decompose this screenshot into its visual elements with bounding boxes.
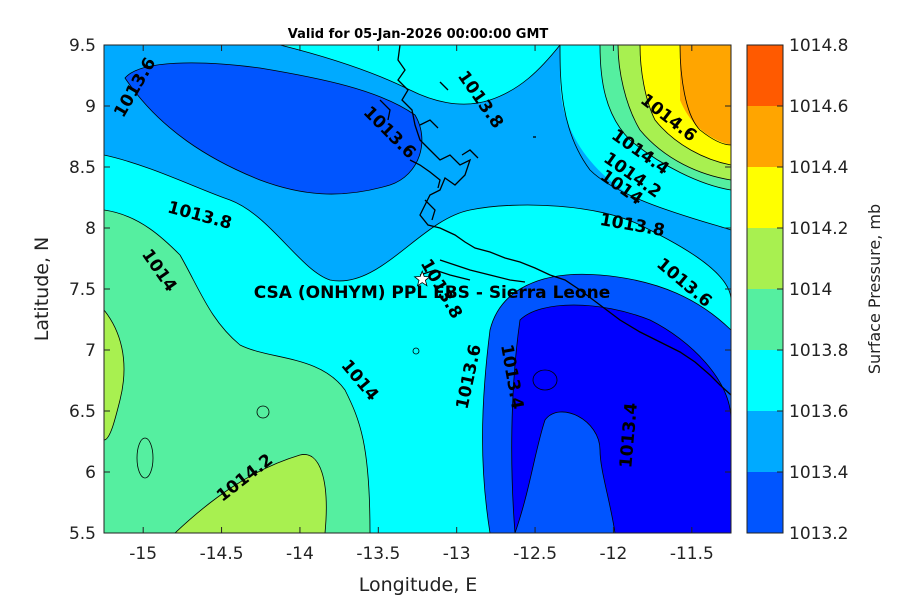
colorbar-tick-label: 1014.8 bbox=[789, 36, 848, 56]
colorbar-segment bbox=[747, 350, 783, 411]
y-tick-label: 6 bbox=[85, 463, 96, 483]
y-tick-label: 6.5 bbox=[69, 402, 96, 422]
y-tick-label: 7 bbox=[85, 341, 96, 361]
x-tick-label: -13 bbox=[443, 544, 471, 564]
colorbar-segment bbox=[747, 167, 783, 228]
y-tick-label: 9.5 bbox=[69, 36, 96, 56]
colorbar-segment bbox=[747, 411, 783, 472]
x-axis-label: Longitude, E bbox=[359, 574, 478, 596]
x-tick-label: -14 bbox=[286, 544, 314, 564]
x-tick-label: -13.5 bbox=[356, 544, 400, 564]
band-1014 bbox=[104, 210, 370, 533]
y-axis-label: Latitude, N bbox=[31, 237, 53, 342]
x-axis-ticks: -15 -14.5 -14 -13.5 -13 -12.5 -12 -11.5 bbox=[129, 45, 714, 564]
y-tick-label: 8.5 bbox=[69, 158, 96, 178]
colorbar-tick-label: 1014.4 bbox=[789, 158, 848, 178]
site-group: CSA (ONHYM) PPL EBS - Sierra Leone bbox=[254, 270, 611, 303]
colorbar-segment bbox=[747, 106, 783, 167]
colorbar: 1014.8 1014.6 1014.4 1014.2 1014 1013.8 1013.6… bbox=[746, 36, 848, 544]
band-1013-2 bbox=[511, 305, 731, 533]
colorbar-tick-label: 1013.8 bbox=[789, 341, 848, 361]
x-tick-label: -12 bbox=[600, 544, 628, 564]
plot-title: Valid for 05-Jan-2026 00:00:00 GMT bbox=[288, 27, 549, 42]
colorbar-segment bbox=[747, 45, 783, 106]
site-marker-star-icon[interactable] bbox=[413, 270, 431, 287]
colorbar-label: Surface Pressure, mb bbox=[865, 204, 884, 374]
y-tick-label: 5.5 bbox=[69, 524, 96, 544]
x-tick-label: -12.5 bbox=[513, 544, 557, 564]
colorbar-tick-label: 1013.4 bbox=[789, 463, 848, 483]
y-tick-label: 9 bbox=[85, 97, 96, 117]
x-tick-label: -14.5 bbox=[200, 544, 244, 564]
band-1013-4-top bbox=[125, 62, 422, 195]
colorbar-segment bbox=[747, 228, 783, 289]
band-1014-2-bottom bbox=[175, 454, 327, 533]
colorbar-tick-label: 1013.6 bbox=[789, 402, 848, 422]
band-1014-2 bbox=[104, 310, 125, 440]
band-1013-8-top bbox=[280, 45, 560, 105]
contour-lines bbox=[104, 45, 731, 533]
colorbar-tick-label: 1014 bbox=[789, 280, 832, 300]
y-tick-label: 7.5 bbox=[69, 280, 96, 300]
colorbar-tick-label: 1014.2 bbox=[789, 219, 848, 239]
colorbar-tick-label: 1014.6 bbox=[789, 97, 848, 117]
contour-map bbox=[104, 45, 731, 533]
x-tick-label: -11.5 bbox=[670, 544, 714, 564]
coastline bbox=[379, 45, 731, 396]
colorbar-segment bbox=[747, 472, 783, 533]
y-axis-ticks: 5.5 6 6.5 7 7.5 8 8.5 9 9.5 bbox=[69, 36, 731, 544]
colorbar-segment bbox=[747, 289, 783, 350]
x-tick-label: -15 bbox=[129, 544, 157, 564]
site-label: CSA (ONHYM) PPL EBS - Sierra Leone bbox=[254, 283, 611, 303]
colorbar-tick-label: 1013.2 bbox=[789, 524, 848, 544]
y-tick-label: 8 bbox=[85, 219, 96, 239]
